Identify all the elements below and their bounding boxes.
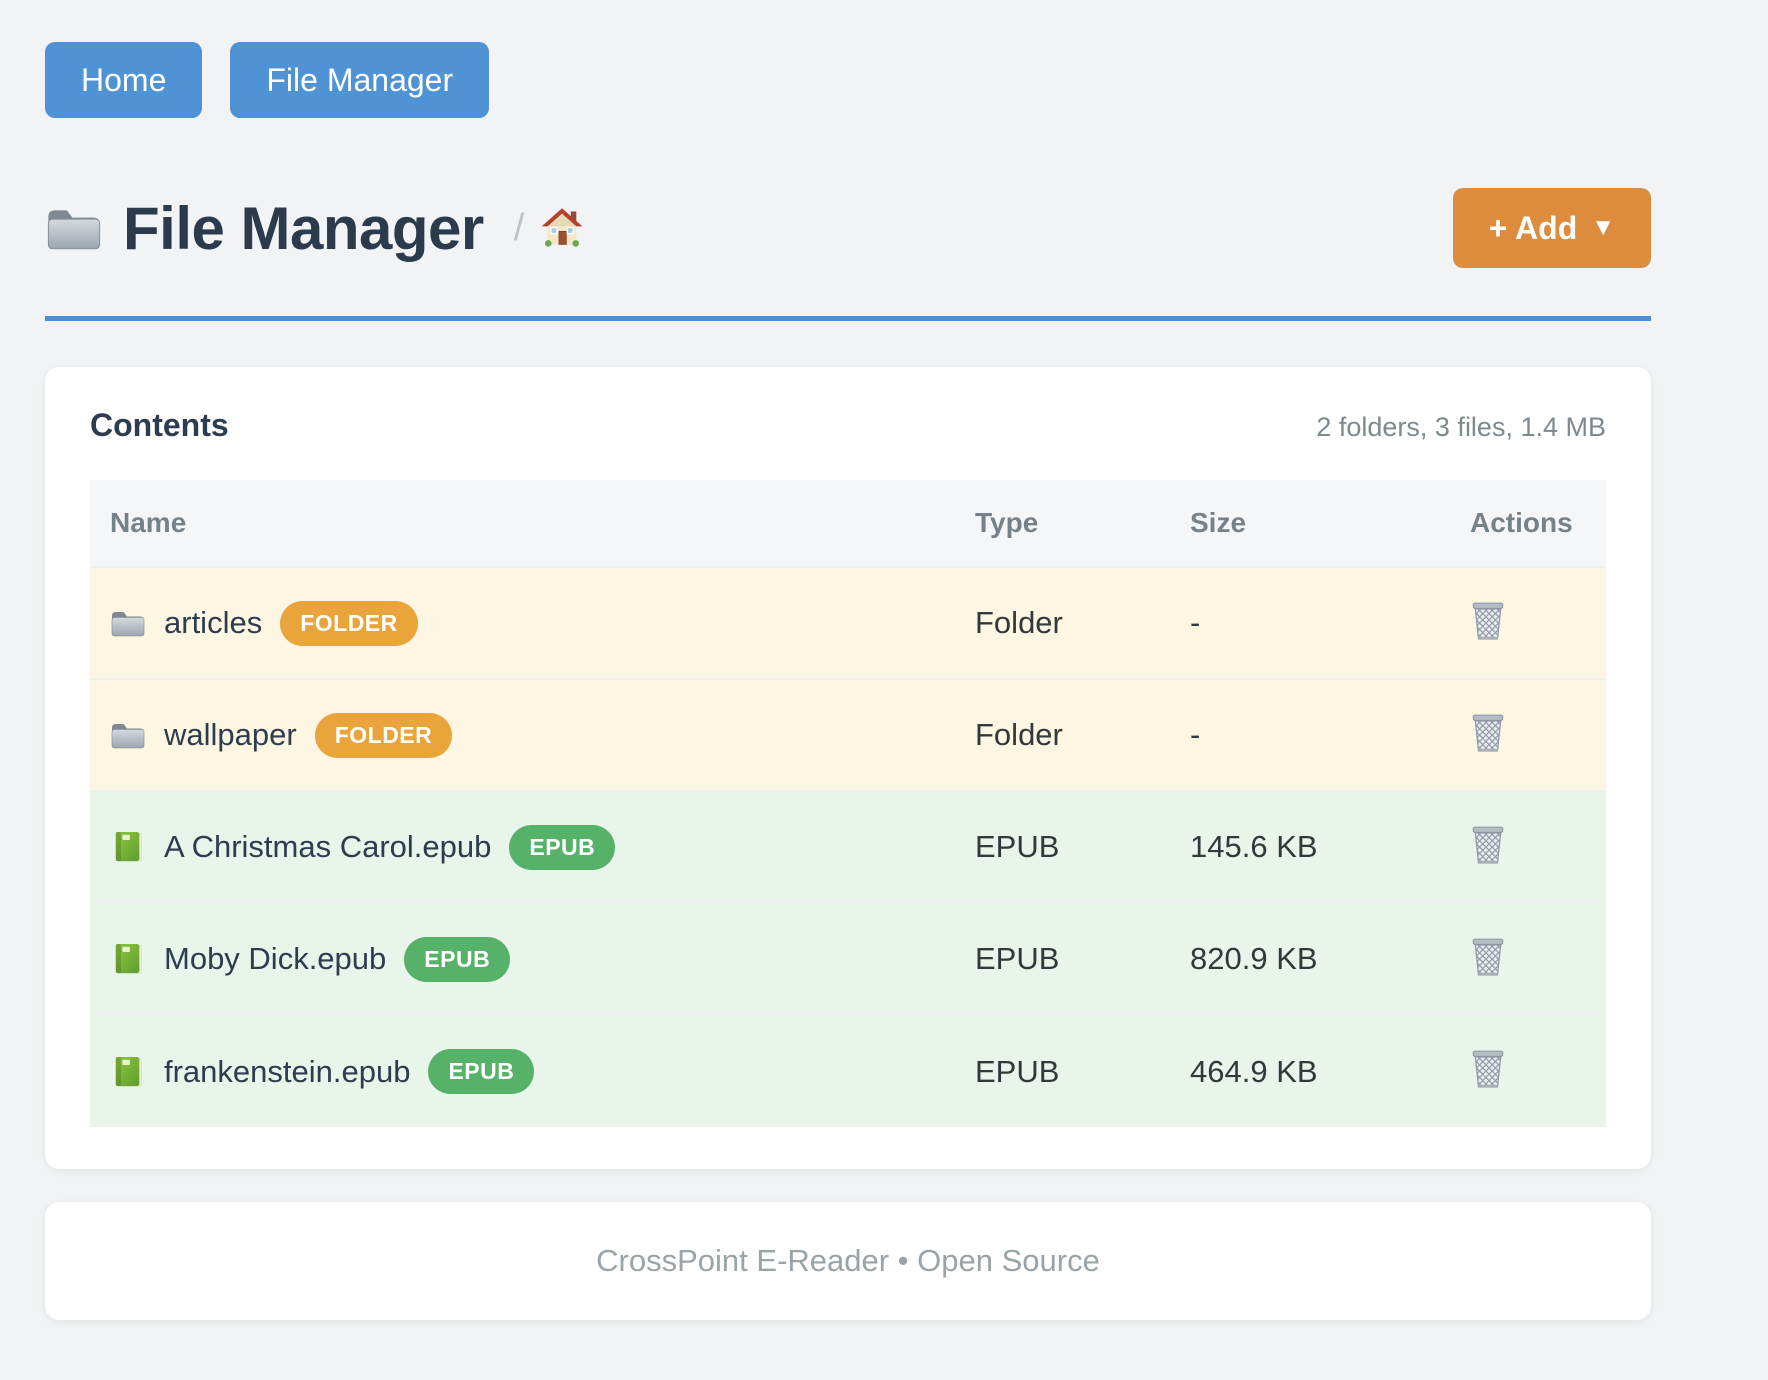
add-button-label: + Add (1488, 209, 1578, 246)
add-button[interactable]: + Add ▼ (1452, 188, 1651, 268)
home-button[interactable]: Home (45, 42, 203, 118)
green-book-icon (110, 1056, 146, 1088)
size-value: - (1190, 605, 1201, 640)
table-row: articles FOLDER Folder - (90, 566, 1606, 679)
page: Home File Manager File Manager / + Add ▼… (45, 0, 1651, 1320)
delete-button[interactable] (1470, 601, 1506, 641)
delete-button[interactable] (1470, 1049, 1506, 1089)
column-header-size: Size (1190, 480, 1470, 567)
page-header: File Manager / + Add ▼ (45, 188, 1651, 268)
table-row: frankenstein.epub EPUB EPUB 464.9 KB (90, 1014, 1606, 1127)
contents-card: Contents 2 folders, 3 files, 1.4 MB Name… (45, 367, 1651, 1169)
title-group: File Manager / (45, 194, 584, 263)
delete-button[interactable] (1470, 937, 1506, 977)
contents-summary: 2 folders, 3 files, 1.4 MB (1316, 412, 1606, 442)
column-header-name: Name (90, 480, 975, 567)
table-header: Name Type Size Actions (90, 480, 1606, 567)
chevron-down-icon: ▼ (1591, 214, 1615, 241)
table-row: Moby Dick.epub EPUB EPUB 820.9 KB (90, 902, 1606, 1015)
footer-text: CrossPoint E-Reader • Open Source (596, 1243, 1100, 1278)
status-badge: EPUB (509, 824, 616, 870)
green-book-icon (110, 943, 146, 975)
type-value: Folder (975, 605, 1063, 640)
column-header-actions: Actions (1470, 480, 1606, 567)
folder-icon (110, 719, 146, 751)
status-badge: FOLDER (280, 600, 418, 646)
top-nav: Home File Manager (45, 0, 1651, 118)
footer-card: CrossPoint E-Reader • Open Source (45, 1202, 1651, 1320)
file-manager-button[interactable]: File Manager (230, 42, 490, 118)
breadcrumb-separator: / (513, 206, 525, 249)
trash-icon (1470, 601, 1506, 641)
trash-icon (1470, 937, 1506, 977)
trash-icon (1470, 825, 1506, 865)
type-value: EPUB (975, 829, 1060, 864)
house-icon[interactable] (540, 207, 584, 249)
folder-link[interactable]: wallpaper (164, 717, 297, 752)
folder-icon (110, 607, 146, 639)
trash-icon (1470, 1049, 1506, 1089)
type-value: EPUB (975, 941, 1060, 976)
size-value: 464.9 KB (1190, 1053, 1318, 1089)
file-table: Name Type Size Actions articles FOLDER F… (90, 480, 1606, 1127)
file-link[interactable]: Moby Dick.epub (164, 941, 387, 976)
size-value: - (1190, 717, 1201, 752)
size-value: 145.6 KB (1190, 829, 1318, 864)
table-row: wallpaper FOLDER Folder - (90, 678, 1606, 791)
trash-icon (1470, 713, 1506, 753)
contents-card-header: Contents 2 folders, 3 files, 1.4 MB (90, 407, 1606, 444)
status-badge: FOLDER (314, 712, 453, 758)
folder-icon (45, 204, 103, 252)
column-header-type: Type (975, 480, 1190, 567)
folder-link[interactable]: articles (164, 605, 263, 640)
file-link[interactable]: frankenstein.epub (164, 1053, 411, 1089)
table-row: A Christmas Carol.epub EPUB EPUB 145.6 K… (90, 790, 1606, 903)
type-value: EPUB (975, 1053, 1060, 1089)
size-value: 820.9 KB (1190, 941, 1318, 976)
divider (45, 316, 1651, 321)
delete-button[interactable] (1470, 713, 1506, 753)
status-badge: EPUB (428, 1049, 535, 1094)
file-link[interactable]: A Christmas Carol.epub (164, 829, 492, 864)
type-value: Folder (975, 717, 1063, 752)
green-book-icon (110, 831, 146, 863)
breadcrumb: / (514, 207, 585, 250)
status-badge: EPUB (404, 936, 511, 982)
page-title: File Manager (123, 194, 484, 262)
contents-heading: Contents (90, 407, 229, 443)
delete-button[interactable] (1470, 825, 1506, 865)
